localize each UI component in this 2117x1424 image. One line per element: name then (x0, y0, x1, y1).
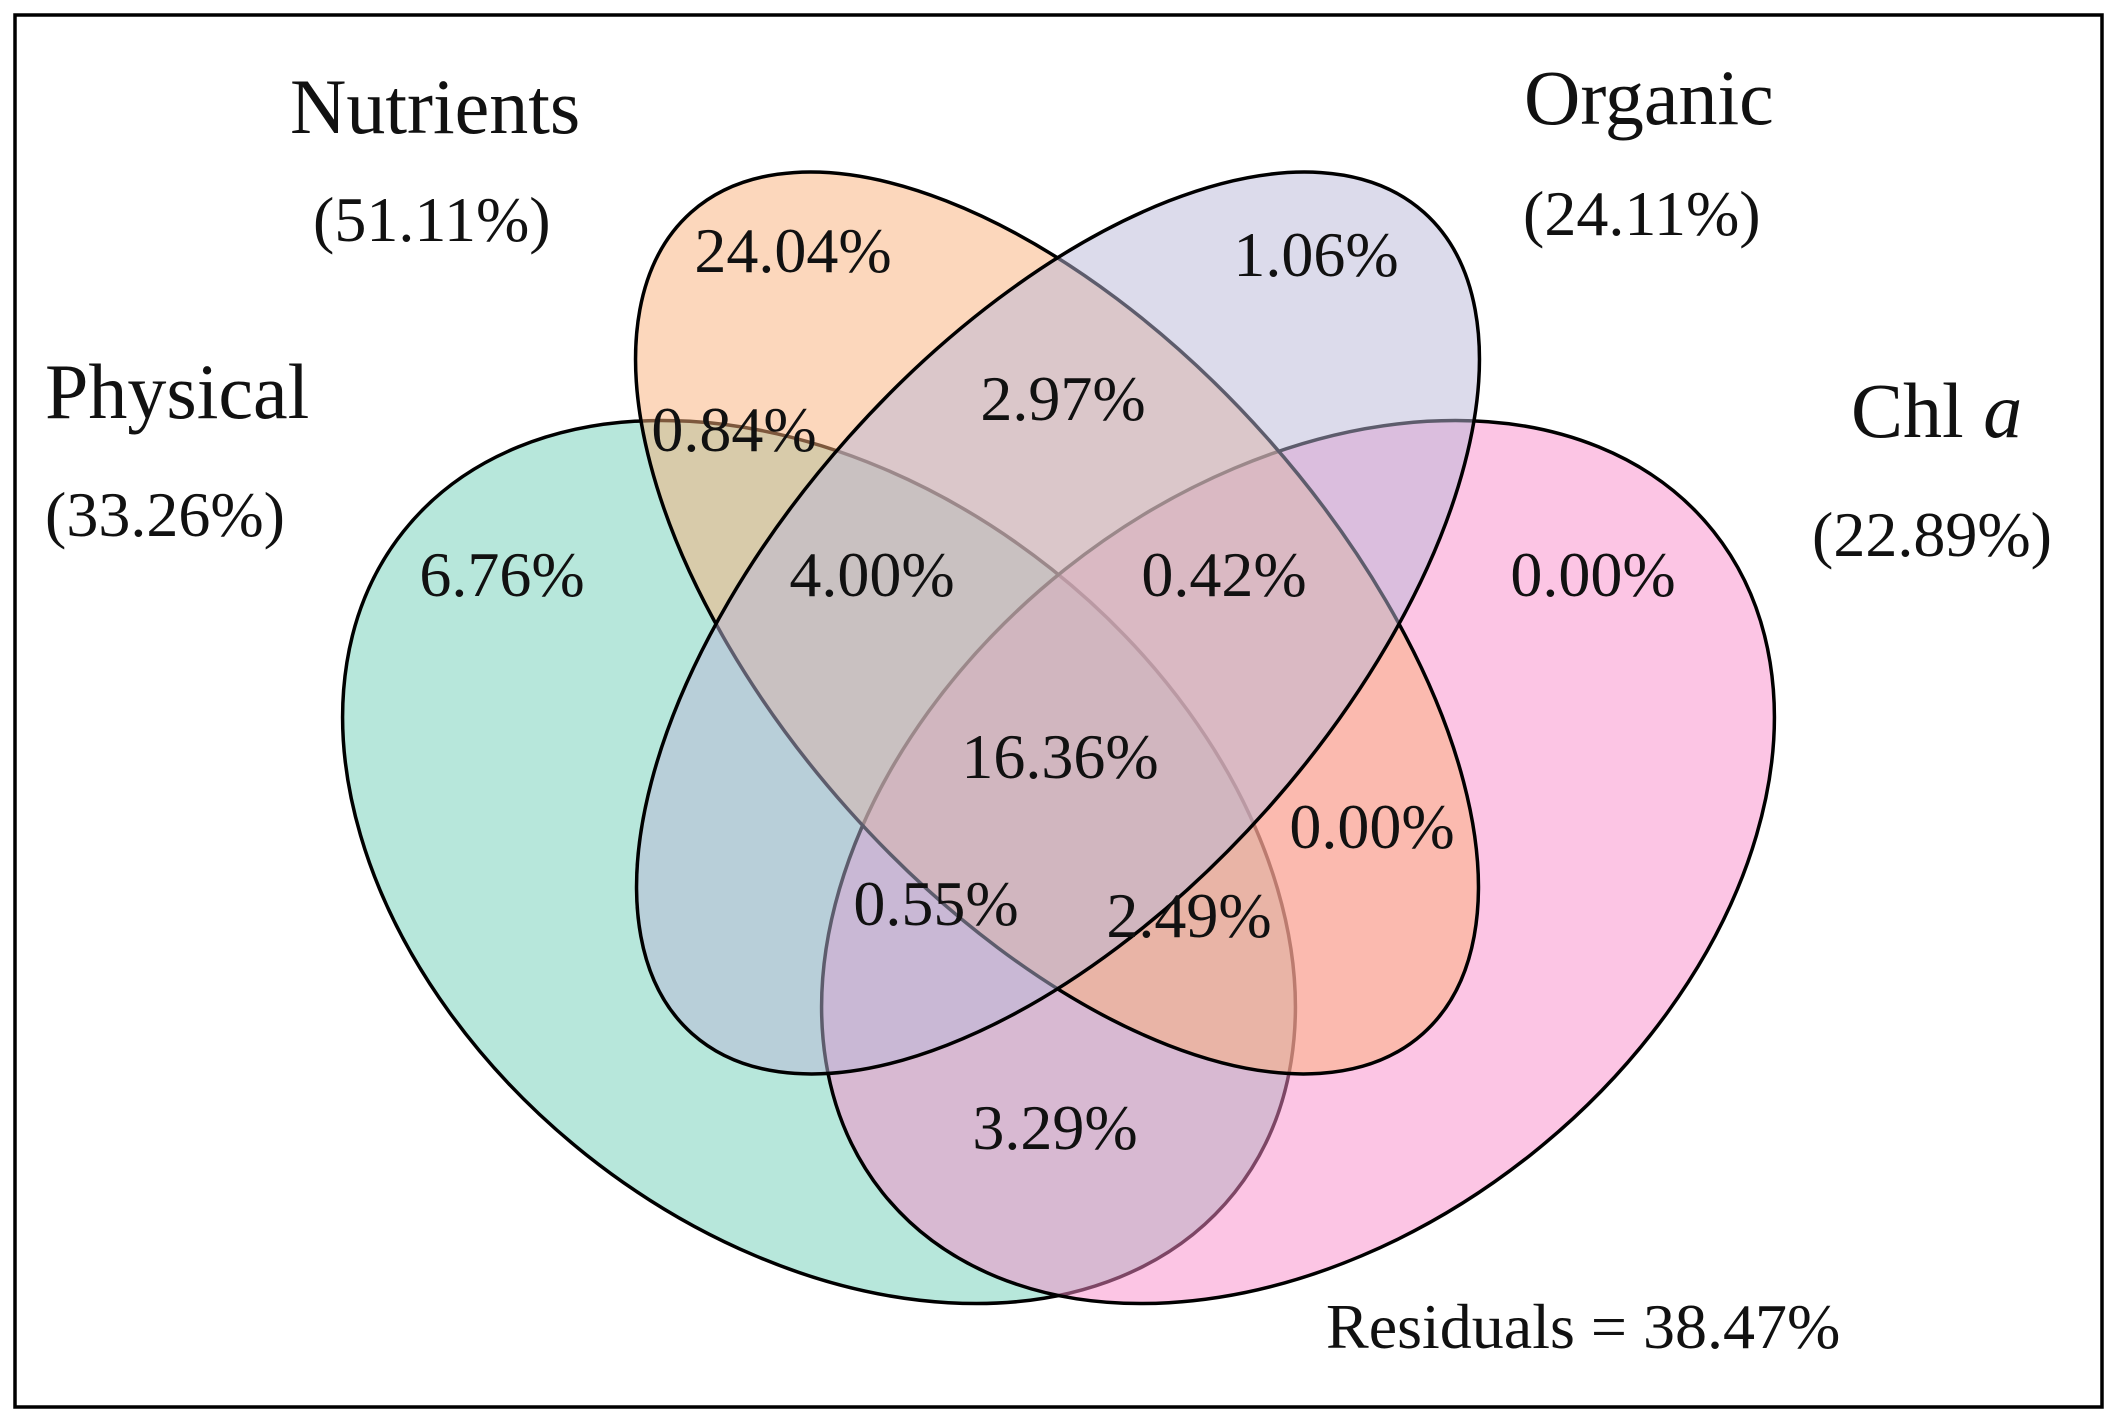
region-physical-chl: 3.29% (972, 1092, 1137, 1163)
organic-label: Organic (1524, 54, 1774, 141)
region-nutrients-only: 24.04% (694, 215, 891, 286)
nutrients-percent: (51.11%) (313, 184, 551, 255)
region-nutrients-organic: 2.97% (980, 363, 1145, 434)
region-physical-nutrients-chl: 2.49% (1106, 880, 1271, 951)
region-organic-chl: 0.00% (1289, 791, 1454, 862)
region-physical-only: 6.76% (419, 539, 584, 610)
residuals-label: Residuals = 38.47% (1326, 1291, 1840, 1362)
organic-percent: (24.11%) (1523, 178, 1761, 249)
physical-label: Physical (45, 348, 309, 435)
organic-ellipse (634, 170, 1482, 1076)
figure-frame (13, 13, 2104, 1409)
region-nutrients-organic-chl: 0.42% (1141, 539, 1306, 610)
region-chl-only: 0.00% (1510, 539, 1675, 610)
region-physical-nutrients-organic: 4.00% (789, 539, 954, 610)
physical-percent: (33.26%) (45, 479, 285, 550)
chl-a-percent: (22.89%) (1812, 499, 2052, 570)
region-all-four: 16.36% (961, 721, 1158, 792)
region-organic-only: 1.06% (1233, 219, 1398, 290)
chl-a-label: Chl a (1851, 367, 2022, 454)
nutrients-label: Nutrients (290, 63, 580, 150)
region-physical-organic-chl: 0.55% (853, 868, 1018, 939)
region-physical-nutrients: 0.84% (651, 394, 816, 465)
